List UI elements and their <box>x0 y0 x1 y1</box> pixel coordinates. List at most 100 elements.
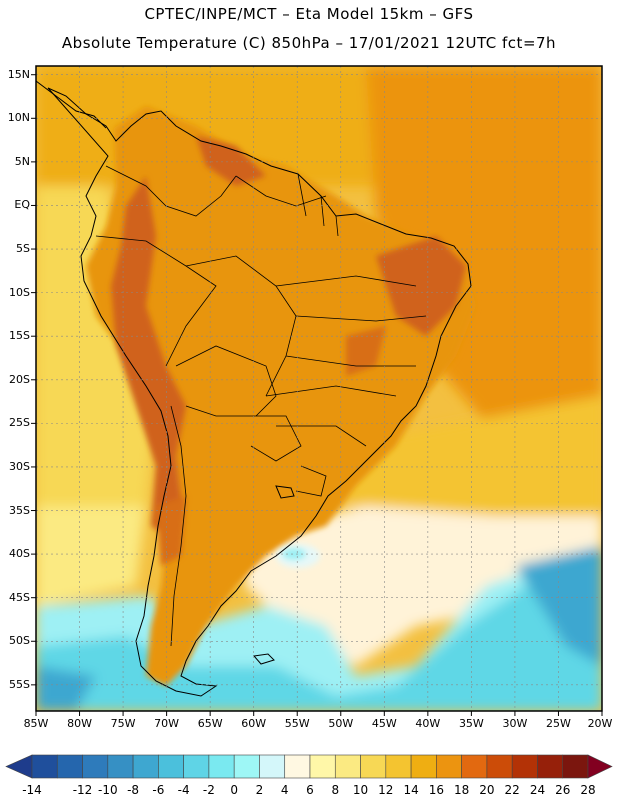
colorbar-swatch <box>82 754 109 779</box>
colorbar-swatch <box>107 754 134 779</box>
lon-label: 80W <box>67 717 92 730</box>
lat-label: 25S <box>9 416 30 430</box>
colorbar-label: -10 <box>98 783 118 797</box>
falklands <box>253 653 275 665</box>
lat-label: 20S <box>9 372 30 386</box>
colorbar-label: 6 <box>306 783 314 797</box>
colorbar-swatch <box>334 754 361 779</box>
river-plate <box>275 485 295 499</box>
colorbar-label: -14 <box>22 783 42 797</box>
colorbar-swatch <box>562 754 589 779</box>
axis-ticks <box>31 74 603 716</box>
lon-label: 85W <box>23 717 49 730</box>
colorbar-label: 4 <box>280 783 289 797</box>
colorbar-swatch <box>461 754 488 779</box>
cool-pacific <box>36 506 146 606</box>
colorbar-label: 28 <box>580 783 596 797</box>
central-hot <box>346 326 386 376</box>
colorbar-high-arrow <box>587 754 613 779</box>
colorbar-swatch <box>158 754 184 779</box>
colorbar-label: -4 <box>177 783 190 797</box>
colorbar-swatch <box>309 754 336 779</box>
lat-label: 5N <box>14 154 30 168</box>
colorbar-label: 0 <box>230 783 238 797</box>
lon-label: 50W <box>328 717 354 730</box>
atlantic-warm-zone <box>366 66 602 446</box>
border-brazil-west <box>185 255 297 397</box>
lon-label: 60W <box>241 717 267 730</box>
border-guianas <box>297 173 339 237</box>
colorbar-swatch <box>183 754 210 779</box>
country-borders <box>95 165 427 647</box>
border-colombia <box>105 165 237 217</box>
lat-label: 5S <box>16 242 30 256</box>
temperature-map <box>31 65 603 716</box>
colorbar-label: 8 <box>331 783 340 797</box>
lat-label: 10N <box>7 111 30 125</box>
colorbar-label: -8 <box>127 783 140 797</box>
colorbar-swatch <box>360 754 387 779</box>
lat-label: 50S <box>9 634 30 648</box>
border-venezuela <box>235 175 327 207</box>
lat-label: 30S <box>9 459 30 473</box>
south-america-outline <box>47 87 472 697</box>
colorbar-swatch <box>233 754 260 779</box>
map-canvas <box>31 65 603 716</box>
coastline <box>36 80 472 697</box>
lon-label: 55W <box>284 717 310 730</box>
colorbar-label: 2 <box>255 783 264 797</box>
graticule <box>36 66 602 711</box>
lat-label: EQ <box>14 198 30 212</box>
colorbar-label: -2 <box>202 783 215 797</box>
colorbar-label: 18 <box>453 783 470 797</box>
coldest-zone <box>516 546 602 666</box>
lat-label: 40S <box>9 547 30 561</box>
panama-isthmus <box>36 80 107 129</box>
cold-swirl <box>276 544 320 568</box>
lat-label: 35S <box>9 503 30 517</box>
south-atlantic-mild <box>336 396 602 536</box>
border-uruguay <box>295 465 327 497</box>
colorbar-label: 22 <box>504 783 520 797</box>
colorbar-swatch <box>436 754 462 779</box>
colorbar-low-arrow <box>5 754 33 779</box>
colorbar-label: -12 <box>72 783 93 797</box>
lon-label: 65W <box>197 717 223 730</box>
colorbar-label: 26 <box>555 783 571 797</box>
lon-label: 25W <box>546 717 571 730</box>
lon-label: 75W <box>110 717 136 730</box>
colorbar-swatch <box>486 754 513 779</box>
map-title-line2: Absolute Temperature (C) 850hPa – 17/01/… <box>61 34 557 52</box>
lon-label: 30W <box>502 717 528 730</box>
lon-label: 70W <box>154 717 180 730</box>
colorbar-label: 24 <box>529 783 546 797</box>
pacific-mild-zone <box>36 186 156 506</box>
colorbar-swatch <box>56 754 83 779</box>
map-border <box>35 65 603 712</box>
border-brazil-states <box>265 275 427 447</box>
color-scale <box>5 754 613 779</box>
colorbar-swatch <box>385 754 412 779</box>
border-paraguay <box>250 415 302 462</box>
colorbar-swatch <box>511 754 538 779</box>
lat-label: 45S <box>9 590 30 604</box>
southwest-cold <box>36 666 96 711</box>
border-argentina-chile <box>170 405 187 647</box>
lat-label: 15S <box>9 329 30 343</box>
colorbar-label: 12 <box>378 783 394 797</box>
colorbar-swatch <box>208 754 235 779</box>
colorbar-label: 10 <box>352 783 369 797</box>
lat-label: 55S <box>9 677 30 691</box>
lon-label: 45W <box>371 717 397 730</box>
lat-label: 10S <box>9 285 30 299</box>
lat-label: 15N <box>7 67 30 81</box>
south-hot <box>156 496 186 566</box>
north-hot <box>196 136 266 186</box>
lon-label: 40W <box>415 717 441 730</box>
colorbar-swatch <box>31 754 58 779</box>
colorbar-swatch <box>284 754 311 779</box>
map-title-line1: CPTEC/INPE/MCT – Eta Model 15km – GFS <box>144 5 474 23</box>
continent-fill <box>86 106 476 686</box>
colorbar-swatch <box>132 754 159 779</box>
colorbar-swatch <box>410 754 437 779</box>
